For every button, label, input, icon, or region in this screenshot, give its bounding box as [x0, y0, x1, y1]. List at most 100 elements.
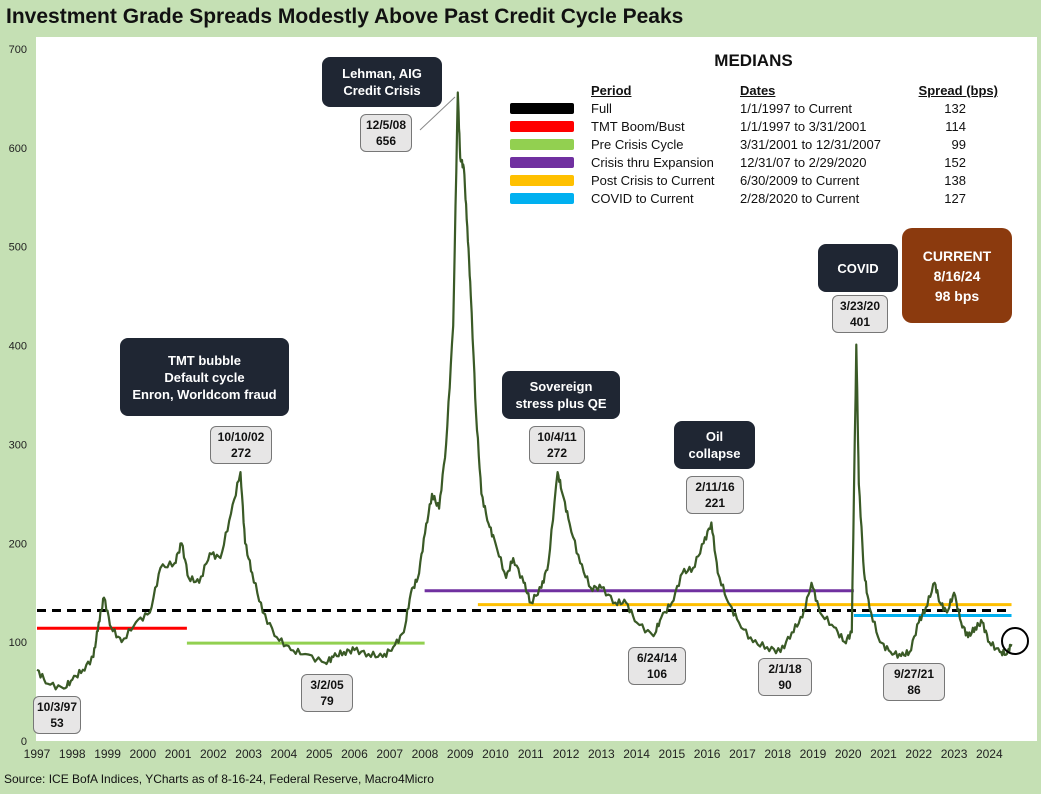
- current-label: CURRENT: [922, 247, 992, 264]
- point-label-value: 90: [778, 678, 792, 692]
- x-tick-label: 2022: [905, 747, 932, 761]
- x-tick-label: 2011: [518, 747, 544, 761]
- median-period: Crisis thru Expansion: [591, 155, 714, 170]
- y-tick-label: 100: [9, 637, 27, 649]
- x-tick-label: 2005: [306, 747, 333, 761]
- median-period: Pre Crisis Cycle: [591, 137, 684, 152]
- y-tick-label: 500: [9, 242, 27, 254]
- callout-oil-line1: Oil: [705, 429, 724, 444]
- x-tick-label: 2018: [764, 747, 791, 761]
- x-tick-label: 2015: [659, 747, 686, 761]
- callout-tmt-line2: Default cycle: [164, 369, 245, 385]
- point-label-date: 10/10/02: [217, 430, 265, 444]
- median-spread: 99: [951, 137, 966, 152]
- point-label-2008: 12/5/08 656: [360, 114, 412, 152]
- x-tick-label: 2013: [588, 747, 615, 761]
- medians-header-dates: Dates: [740, 83, 776, 98]
- median-swatch: [510, 193, 574, 204]
- x-axis: 1997 1998 1999 2000 2001 2002 2003 2004 2005 2006…: [24, 747, 1003, 761]
- median-swatch: [510, 175, 574, 186]
- medians-row: TMT Boom/Bust 1/1/1997 to 3/31/2001 114: [493, 118, 1014, 136]
- medians-header-spread: Spread (bps): [918, 83, 998, 98]
- x-tick-label: 2001: [165, 747, 192, 761]
- point-label-date: 9/27/21: [893, 667, 935, 681]
- callout-covid: COVID: [818, 244, 898, 292]
- median-spread: 152: [944, 155, 966, 170]
- point-label-date: 12/5/08: [365, 118, 407, 132]
- point-label-2016: 2/11/16 221: [686, 476, 744, 514]
- chart-title: Investment Grade Spreads Modestly Above …: [6, 5, 684, 28]
- point-label-date: 3/23/20: [839, 299, 881, 313]
- x-tick-label: 2006: [341, 747, 368, 761]
- medians-title: MEDIANS: [714, 51, 793, 70]
- y-tick-label: 600: [9, 143, 27, 155]
- x-tick-label: 2014: [623, 747, 650, 761]
- x-tick-label: 2012: [553, 747, 580, 761]
- x-tick-label: 1997: [24, 747, 51, 761]
- point-label-2014: 6/24/14 106: [628, 647, 686, 685]
- point-label-value: 656: [375, 134, 397, 148]
- x-tick-label: 2019: [800, 747, 827, 761]
- callout-tmt-line1: TMT bubble: [168, 352, 241, 368]
- medians-row: Full 1/1/1997 to Current 132: [493, 100, 1014, 118]
- point-label-date: 10/4/11: [537, 430, 577, 444]
- median-spread: 114: [945, 119, 966, 134]
- point-label-value: 401: [849, 315, 871, 329]
- x-tick-label: 2023: [941, 747, 968, 761]
- callout-oil-line2: collapse: [688, 446, 741, 461]
- point-label-date: 2/1/18: [768, 662, 802, 676]
- point-label-date: 10/3/97: [36, 700, 78, 714]
- point-label-2011: 10/4/11 272: [529, 426, 585, 464]
- x-tick-label: 1998: [59, 747, 86, 761]
- y-tick-label: 700: [9, 44, 27, 56]
- point-label-value: 106: [646, 667, 668, 681]
- callout-lehman: Lehman, AIG Credit Crisis: [322, 57, 442, 107]
- x-tick-label: 2016: [694, 747, 721, 761]
- x-tick-label: 2024: [976, 747, 1003, 761]
- x-tick-label: 2007: [376, 747, 403, 761]
- median-spread: 127: [944, 191, 966, 206]
- point-label-date: 3/2/05: [310, 678, 344, 692]
- point-label-value: 272: [546, 446, 568, 460]
- median-swatch: [510, 139, 574, 150]
- medians-row: Pre Crisis Cycle 3/31/2001 to 12/31/2007 9…: [493, 136, 1014, 154]
- y-tick-label: 0: [21, 736, 27, 748]
- x-tick-label: 2008: [412, 747, 439, 761]
- x-tick-label: 2010: [482, 747, 509, 761]
- x-tick-label: 2021: [870, 747, 897, 761]
- medians-row: Post Crisis to Current 6/30/2009 to Curre…: [493, 172, 1014, 190]
- median-swatch: [510, 121, 574, 132]
- median-swatch: [510, 103, 574, 114]
- medians-header-period: Period: [591, 83, 632, 98]
- point-label-2002: 10/10/02 272: [210, 426, 272, 464]
- point-label-value: 221: [704, 496, 726, 510]
- x-tick-label: 2009: [447, 747, 474, 761]
- callout-tmt: TMT bubble Default cycle Enron, Worldcom…: [120, 338, 289, 416]
- x-tick-label: 2020: [835, 747, 862, 761]
- median-period: COVID to Current: [591, 191, 694, 206]
- point-label-value: 272: [230, 446, 252, 460]
- median-lines: [37, 589, 1012, 645]
- median-dates: 2/28/2020 to Current: [740, 191, 860, 206]
- y-tick-label: 200: [9, 538, 27, 550]
- point-label-2005: 3/2/05 79: [301, 674, 353, 712]
- median-spread: 138: [944, 173, 966, 188]
- median-dates: 6/30/2009 to Current: [740, 173, 860, 188]
- x-tick-label: 2003: [235, 747, 262, 761]
- current-value: 98 bps: [934, 287, 980, 304]
- callout-oil: Oil collapse: [674, 421, 755, 469]
- medians-row: COVID to Current 2/28/2020 to Current 127: [493, 190, 1014, 208]
- median-period: TMT Boom/Bust: [591, 119, 685, 134]
- callout-sovereign-line2: stress plus QE: [515, 396, 607, 411]
- current-date: 8/16/24: [933, 267, 981, 284]
- current-value-box: CURRENT 8/16/24 98 bps: [902, 228, 1012, 323]
- median-dates: 1/1/1997 to 3/31/2001: [740, 119, 867, 134]
- y-tick-label: 300: [9, 439, 27, 451]
- median-period: Full: [591, 101, 612, 116]
- x-tick-label: 2017: [729, 747, 756, 761]
- medians-row: Crisis thru Expansion 12/31/07 to 2/29/20…: [493, 154, 1014, 172]
- point-label-date: 6/24/14: [636, 651, 678, 665]
- source-note: Source: ICE BofA Indices, YCharts as of …: [4, 772, 434, 786]
- medians-legend: MEDIANS Period Dates Spread (bps) Full 1/…: [493, 42, 1014, 222]
- median-dates: 3/31/2001 to 12/31/2007: [740, 137, 881, 152]
